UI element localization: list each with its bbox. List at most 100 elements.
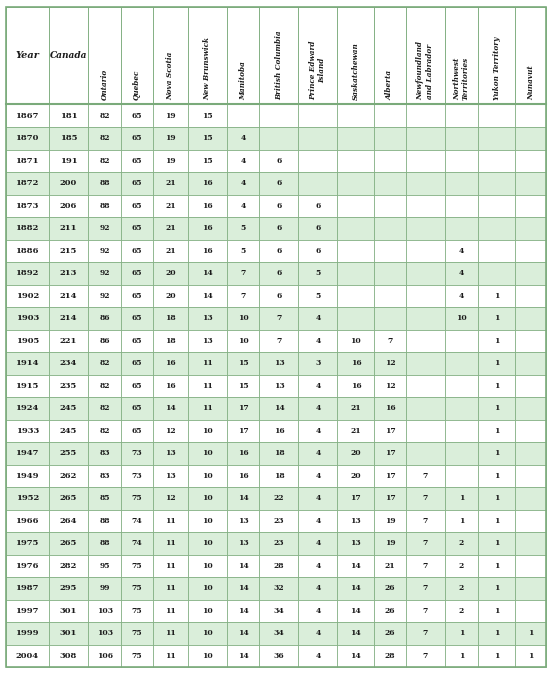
- Text: 7: 7: [422, 517, 428, 525]
- Bar: [227, 150, 259, 172]
- Bar: [121, 420, 153, 442]
- Text: 65: 65: [132, 179, 142, 187]
- Bar: [445, 375, 478, 397]
- Bar: [445, 217, 478, 239]
- Text: 1975: 1975: [15, 539, 39, 547]
- Bar: [188, 195, 227, 217]
- Text: 1: 1: [494, 450, 500, 458]
- Bar: [88, 307, 121, 330]
- Bar: [153, 600, 188, 622]
- Bar: [337, 330, 374, 352]
- Bar: [88, 104, 121, 127]
- Bar: [299, 375, 337, 397]
- Text: 86: 86: [99, 337, 110, 345]
- Bar: [299, 150, 337, 172]
- Bar: [515, 577, 546, 600]
- Text: 92: 92: [99, 224, 110, 233]
- Bar: [121, 555, 153, 577]
- Text: 92: 92: [99, 247, 110, 255]
- Text: 75: 75: [132, 584, 142, 592]
- Text: 4: 4: [315, 517, 321, 525]
- Bar: [49, 239, 88, 262]
- Bar: [49, 7, 88, 104]
- Bar: [188, 262, 227, 284]
- Text: 265: 265: [60, 539, 77, 547]
- Text: 4: 4: [315, 337, 321, 345]
- Bar: [153, 577, 188, 600]
- Bar: [299, 487, 337, 510]
- Bar: [6, 397, 49, 420]
- Text: 1: 1: [494, 607, 500, 615]
- Text: 16: 16: [202, 247, 213, 255]
- Bar: [337, 420, 374, 442]
- Bar: [121, 239, 153, 262]
- Bar: [49, 397, 88, 420]
- Bar: [49, 262, 88, 284]
- Text: 75: 75: [132, 630, 142, 638]
- Bar: [188, 645, 227, 667]
- Bar: [445, 532, 478, 555]
- Bar: [6, 555, 49, 577]
- Bar: [337, 464, 374, 487]
- Text: 4: 4: [315, 427, 321, 435]
- Bar: [478, 7, 515, 104]
- Bar: [406, 239, 445, 262]
- Text: 6: 6: [277, 202, 282, 210]
- Bar: [406, 622, 445, 645]
- Text: 1882: 1882: [15, 224, 39, 233]
- Text: 1933: 1933: [15, 427, 39, 435]
- Bar: [337, 127, 374, 150]
- Bar: [88, 532, 121, 555]
- Text: 1873: 1873: [15, 202, 39, 210]
- Text: 14: 14: [238, 495, 248, 502]
- Bar: [6, 532, 49, 555]
- Bar: [515, 555, 546, 577]
- Bar: [121, 487, 153, 510]
- Bar: [374, 464, 406, 487]
- Text: 19: 19: [165, 134, 176, 142]
- Text: 83: 83: [99, 450, 110, 458]
- Text: 11: 11: [202, 359, 213, 367]
- Bar: [445, 172, 478, 195]
- Text: 32: 32: [274, 584, 284, 592]
- Text: 1997: 1997: [15, 607, 39, 615]
- Bar: [88, 464, 121, 487]
- Bar: [6, 330, 49, 352]
- Bar: [88, 262, 121, 284]
- Text: 15: 15: [202, 112, 213, 120]
- Text: 15: 15: [202, 134, 213, 142]
- Text: 17: 17: [385, 495, 395, 502]
- Text: 4: 4: [315, 495, 321, 502]
- Text: 13: 13: [274, 359, 284, 367]
- Bar: [259, 150, 299, 172]
- Bar: [49, 577, 88, 600]
- Text: 255: 255: [60, 450, 77, 458]
- Bar: [478, 307, 515, 330]
- Text: 1: 1: [494, 472, 500, 480]
- Text: 19: 19: [385, 517, 395, 525]
- Text: 1: 1: [459, 495, 464, 502]
- Bar: [88, 239, 121, 262]
- Text: 65: 65: [132, 292, 142, 300]
- Bar: [337, 397, 374, 420]
- Bar: [374, 239, 406, 262]
- Bar: [374, 397, 406, 420]
- Bar: [88, 330, 121, 352]
- Bar: [406, 262, 445, 284]
- Bar: [406, 307, 445, 330]
- Text: 1924: 1924: [15, 404, 39, 412]
- Bar: [49, 352, 88, 375]
- Bar: [337, 622, 374, 645]
- Bar: [188, 104, 227, 127]
- Text: 21: 21: [385, 562, 395, 570]
- Bar: [445, 352, 478, 375]
- Text: 221: 221: [60, 337, 77, 345]
- Bar: [478, 352, 515, 375]
- Text: 4: 4: [315, 630, 321, 638]
- Bar: [478, 622, 515, 645]
- Bar: [188, 532, 227, 555]
- Text: 2: 2: [459, 607, 464, 615]
- Text: 2: 2: [459, 539, 464, 547]
- Bar: [445, 555, 478, 577]
- Text: 1: 1: [494, 292, 500, 300]
